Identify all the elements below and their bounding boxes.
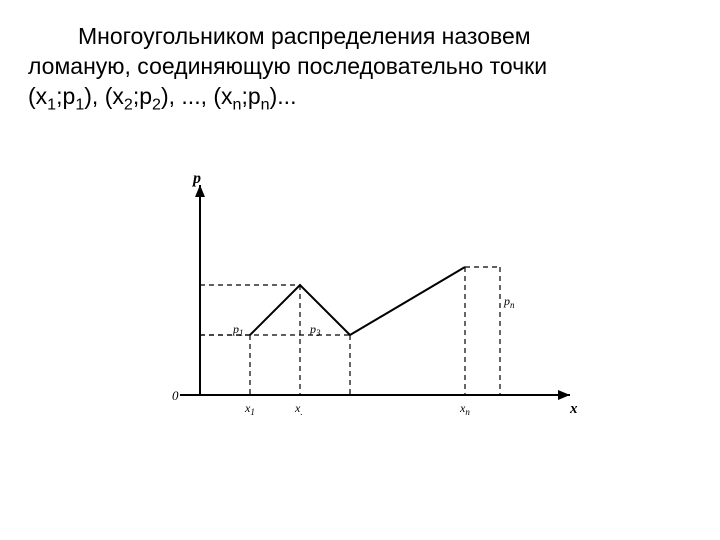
svg-text:x: x [569,401,578,417]
svg-text:p: p [191,170,201,187]
svg-text:p1: p1 [232,322,244,338]
svg-text:x.: x. [294,401,303,417]
line3: (x1;p1), (x2;p2), ..., (xn;pn)... [28,83,296,109]
distribution-polygon-chart: p x 0 p1 p3 pn x1 x. xn [130,170,590,430]
chart-svg: p x 0 p1 p3 pn x1 x. xn [130,170,590,430]
svg-text:xn: xn [459,401,470,417]
svg-text:p3: p3 [309,322,321,338]
svg-text:0: 0 [172,388,179,403]
line1: Многоугольником распределения назовем [78,23,531,49]
svg-text:x1: x1 [244,401,255,417]
definition-text: Многоугольником распределения назовем ло… [0,0,720,115]
svg-text:pn: pn [503,294,515,310]
line2: ломаную, соединяющую последовательно точ… [28,53,547,79]
